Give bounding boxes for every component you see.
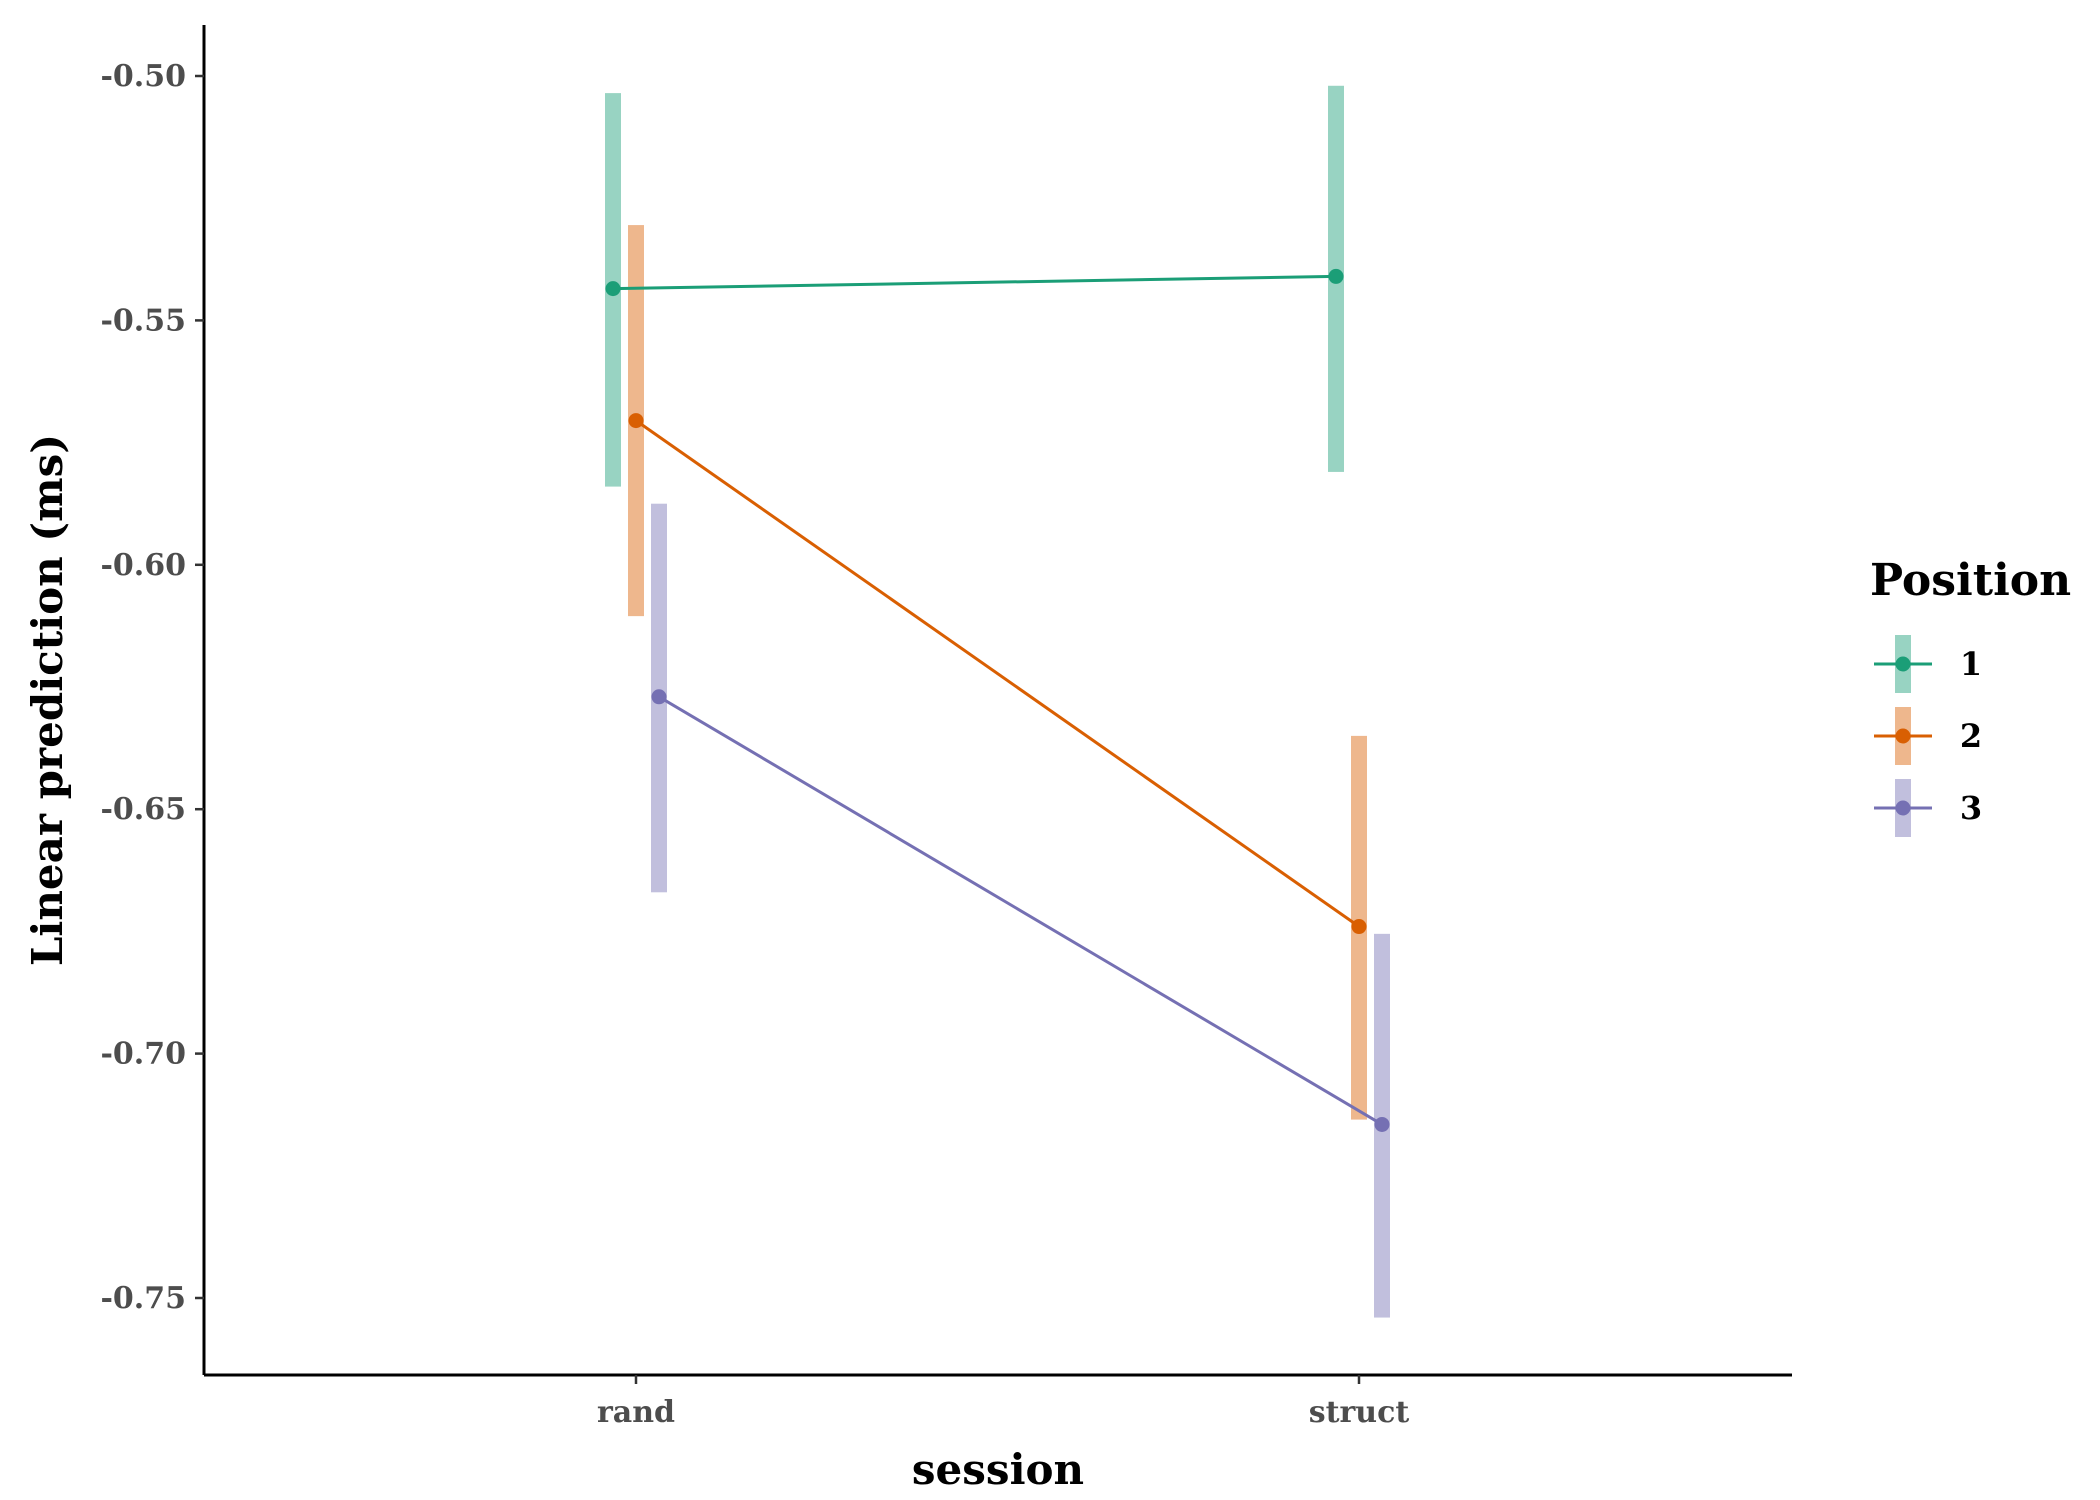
line-layer — [612, 274, 1383, 1126]
y-tick-label: -0.75 — [100, 1281, 186, 1316]
line-series-3 — [658, 695, 1383, 1126]
y-axis-title: Linear prediction (ms) — [23, 434, 72, 966]
y-tick-label: -0.70 — [100, 1037, 186, 1072]
y-tick-label: -0.65 — [100, 792, 186, 827]
y-tick-labels: -0.50 -0.55 -0.60 -0.65 -0.70 -0.75 — [100, 59, 186, 1316]
point-series-2 — [1351, 919, 1367, 935]
legend-key-point — [1895, 728, 1911, 744]
legend-item-2: 2 — [1874, 707, 1982, 765]
x-tick-labels: rand struct — [597, 1395, 1409, 1430]
y-tick-label: -0.55 — [100, 303, 186, 338]
line-series-1 — [612, 274, 1337, 291]
legend-title: Position — [1870, 555, 2071, 606]
legend-label: 3 — [1960, 789, 1982, 827]
legend-label: 1 — [1960, 645, 1982, 683]
legend-key-point — [1895, 656, 1911, 672]
point-layer — [605, 268, 1390, 1132]
point-series-3 — [651, 689, 667, 705]
x-tick-label: rand — [597, 1395, 675, 1430]
legend-items: 1 2 3 — [1874, 635, 1982, 837]
axes-layer — [195, 25, 1792, 1384]
x-tick-label: struct — [1309, 1395, 1410, 1430]
legend-key-point — [1895, 800, 1911, 816]
legend-item-1: 1 — [1874, 635, 1982, 693]
legend-item-3: 3 — [1874, 779, 1982, 837]
line-series-2 — [635, 419, 1360, 928]
errorbar-layer — [605, 85, 1390, 1318]
point-series-2 — [628, 413, 644, 429]
legend: Position 1 2 3 — [1870, 555, 2071, 837]
legend-label: 2 — [1960, 717, 1982, 755]
point-series-1 — [605, 281, 621, 297]
y-tick-label: -0.50 — [100, 59, 186, 94]
point-series-3 — [1374, 1116, 1390, 1132]
point-series-1 — [1328, 268, 1344, 284]
y-tick-label: -0.60 — [100, 548, 186, 583]
x-axis-title: session — [912, 1445, 1084, 1494]
